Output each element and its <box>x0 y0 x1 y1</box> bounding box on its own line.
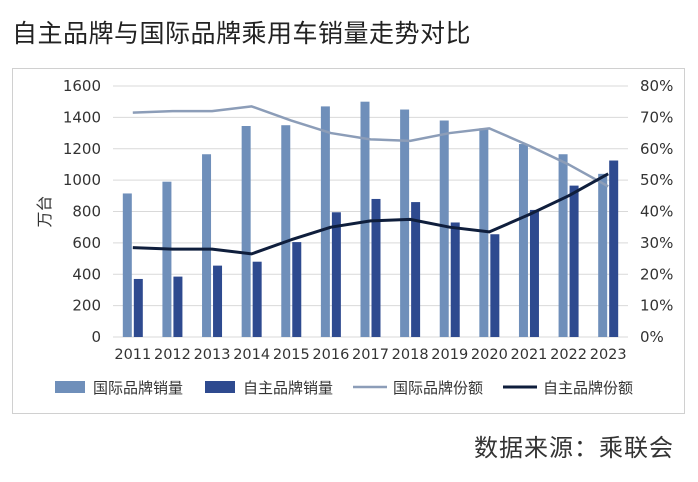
bar-domestic-2020 <box>490 234 500 337</box>
x-tick-label: 2011 <box>114 347 151 363</box>
bar-intl-2013 <box>202 154 212 337</box>
y-tick-label: 1400 <box>63 108 101 126</box>
y2-tick-label: 30% <box>640 234 673 252</box>
chart-title: 自主品牌与国际品牌乘用车销量走势对比 <box>12 19 472 48</box>
y-tick-label: 1600 <box>63 77 101 95</box>
x-tick-label: 2015 <box>273 347 310 363</box>
y2-tick-label: 50% <box>640 171 673 189</box>
bar-intl-2012 <box>162 181 172 337</box>
bar-domestic-2016 <box>331 212 341 337</box>
bar-intl-2016 <box>320 106 330 337</box>
bar-intl-2021 <box>518 144 528 337</box>
x-tick-label: 2013 <box>194 347 231 363</box>
y-tick-label: 400 <box>72 265 101 283</box>
y-tick-label: 0 <box>91 328 101 346</box>
y2-tick-label: 20% <box>640 265 673 283</box>
bar-intl-2023 <box>598 173 608 337</box>
y-tick-label: 200 <box>72 297 101 315</box>
y2-tick-label: 10% <box>640 297 673 315</box>
bar-domestic-2014 <box>252 261 262 337</box>
y2-tick-label: 80% <box>640 77 673 95</box>
x-tick-label: 2020 <box>471 347 508 363</box>
x-tick-label: 2017 <box>352 347 389 363</box>
y2-tick-label: 0% <box>640 328 664 346</box>
data-source: 数据来源：乘联会 <box>474 434 674 462</box>
y-tick-label: 1000 <box>63 171 101 189</box>
bar-domestic-2019 <box>450 222 460 337</box>
legend-label-3: 自主品牌份额 <box>543 379 633 397</box>
y2-tick-label: 60% <box>640 140 673 158</box>
legend-label-1: 自主品牌销量 <box>243 379 333 397</box>
bar-intl-2015 <box>281 125 291 337</box>
gridlines <box>113 85 628 338</box>
bar-domestic-2022 <box>569 185 579 337</box>
bar-domestic-2013 <box>213 265 223 337</box>
x-tick-label: 2019 <box>431 347 468 363</box>
legend-label-2: 国际品牌份额 <box>393 379 483 397</box>
axes: 0 200 400 600 800 1000 1200 1400 1600 0% 10% 20% 30%… <box>35 77 673 363</box>
x-tick-label: 2021 <box>511 347 548 363</box>
x-tick-label: 2012 <box>154 347 191 363</box>
x-tick-label: 2014 <box>233 347 270 363</box>
y-axis-label: 万台 <box>35 195 54 227</box>
bar-domestic-2012 <box>173 276 183 337</box>
x-tick-label: 2016 <box>312 347 349 363</box>
bar-domestic-2015 <box>292 242 302 337</box>
bar-domestic-2023 <box>609 160 619 337</box>
bar-intl-2022 <box>558 154 568 337</box>
bar-domestic-2018 <box>411 202 421 337</box>
legend-label-0: 国际品牌销量 <box>93 379 183 397</box>
bar-domestic-2021 <box>529 209 539 337</box>
bar-domestic-2011 <box>133 278 143 337</box>
bar-intl-2017 <box>360 101 370 337</box>
y-tick-label: 800 <box>72 203 101 221</box>
y-tick-label: 1200 <box>63 140 101 158</box>
legend: 国际品牌销量 自主品牌销量 国际品牌份额 自主品牌份额 <box>55 379 633 397</box>
bar-domestic-2017 <box>371 198 381 337</box>
y2-tick-label: 40% <box>640 203 673 221</box>
bar-intl-2011 <box>122 193 132 337</box>
lines <box>132 105 609 256</box>
bar-intl-2019 <box>439 120 449 337</box>
x-tick-label: 2022 <box>550 347 587 363</box>
x-tick-label: 2018 <box>392 347 429 363</box>
y-tick-label: 600 <box>72 234 101 252</box>
x-tick-label: 2023 <box>590 347 627 363</box>
bars <box>122 101 619 337</box>
bar-intl-2014 <box>241 126 251 337</box>
y2-tick-label: 70% <box>640 108 673 126</box>
legend-swatch-0 <box>55 381 85 393</box>
bar-intl-2018 <box>400 109 410 337</box>
legend-swatch-1 <box>205 381 235 393</box>
